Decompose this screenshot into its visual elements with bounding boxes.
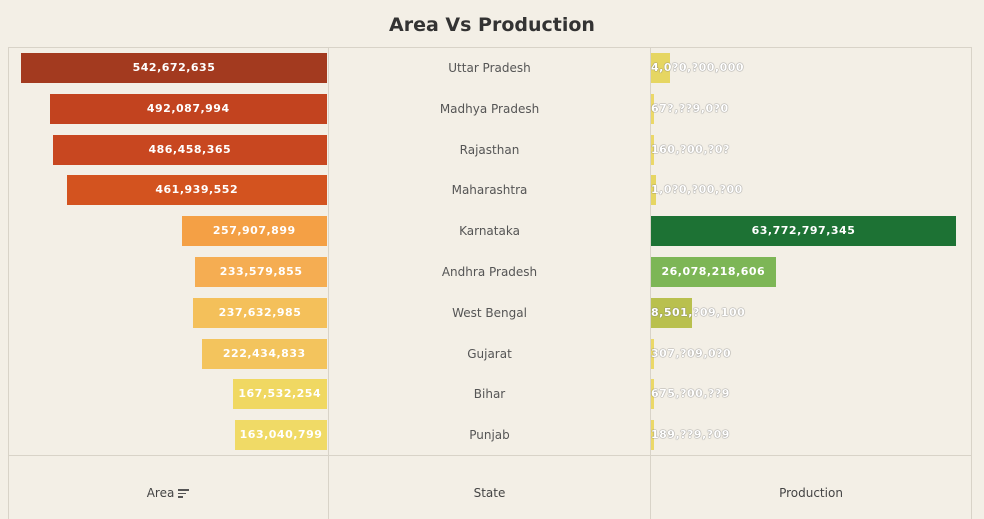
production-column-header[interactable]: Production [779,486,843,500]
chart-title: Area Vs Production [389,14,595,36]
production-bar-label: 26,078,218,606 [661,265,766,278]
production-bar[interactable] [651,379,655,409]
area-bar[interactable] [201,339,327,369]
area-column-header[interactable]: Area [8,486,328,500]
production-bar-label: 675,?00,??9 [651,387,730,400]
state-label: Karnataka [459,224,520,238]
area-bar-label: 492,087,994 [146,102,230,115]
production-bar[interactable] [651,53,671,83]
state-label: Rajasthan [459,143,520,157]
production-bar[interactable] [651,94,655,124]
area-bar[interactable] [235,420,327,450]
production-bar-label: 189,??9,?09 [651,428,730,441]
right-border [971,47,972,519]
state-label: Punjab [469,428,510,442]
production-bar-label: 160,?00,?0? [651,143,730,156]
area-bar-label: 167,532,254 [238,387,322,400]
production-divider [650,47,651,519]
production-bar-label: 307,?09,0?0 [651,347,732,360]
state-column-header[interactable]: State [473,486,506,500]
production-bar[interactable] [651,420,654,450]
area-bar[interactable] [193,298,327,328]
state-label: Gujarat [467,347,512,361]
area-bar-label: 542,672,635 [132,61,216,74]
production-bar-label: 4,0?0,?00,000 [651,61,745,74]
production-bar-label: 63,772,797,345 [751,224,856,237]
state-label: Bihar [473,387,506,401]
area-divider [328,47,329,519]
area-bar-label: 461,939,552 [155,183,239,196]
area-bar[interactable] [181,216,327,246]
area-bar[interactable] [232,379,327,409]
area-bar-label: 486,458,365 [148,143,232,156]
state-label: Uttar Pradesh [448,61,531,75]
area-bar[interactable] [195,257,327,287]
production-bar[interactable] [651,175,656,205]
production-bar[interactable] [651,135,654,165]
area-bar-label: 233,579,855 [219,265,303,278]
sort-descending-icon[interactable] [178,489,190,498]
production-bar[interactable] [651,257,776,287]
production-bar-label: 8,501,?09,100 [651,306,746,319]
area-bar-label: 257,907,899 [212,224,296,237]
chart-frame [8,47,971,518]
production-bar-label: 67?,??9,0?0 [651,102,729,115]
area-bar[interactable] [21,53,327,83]
area-bar-label: 222,434,833 [222,347,306,360]
production-bar[interactable] [651,339,654,369]
state-label: West Bengal [452,306,527,320]
production-bar-label: 1,0?0,?00,?00 [651,183,743,196]
production-bar[interactable] [651,216,956,246]
production-bar[interactable] [651,298,692,328]
area-bar[interactable] [49,94,327,124]
state-label: Andhra Pradesh [441,265,538,279]
area-bar-label: 163,040,799 [239,428,323,441]
left-border [8,47,9,519]
header-divider [8,455,971,456]
state-label: Maharashtra [451,183,528,197]
area-bar[interactable] [66,175,327,205]
state-label: Madhya Pradesh [439,102,540,116]
area-bar[interactable] [52,135,327,165]
area-bar-label: 237,632,985 [218,306,302,319]
